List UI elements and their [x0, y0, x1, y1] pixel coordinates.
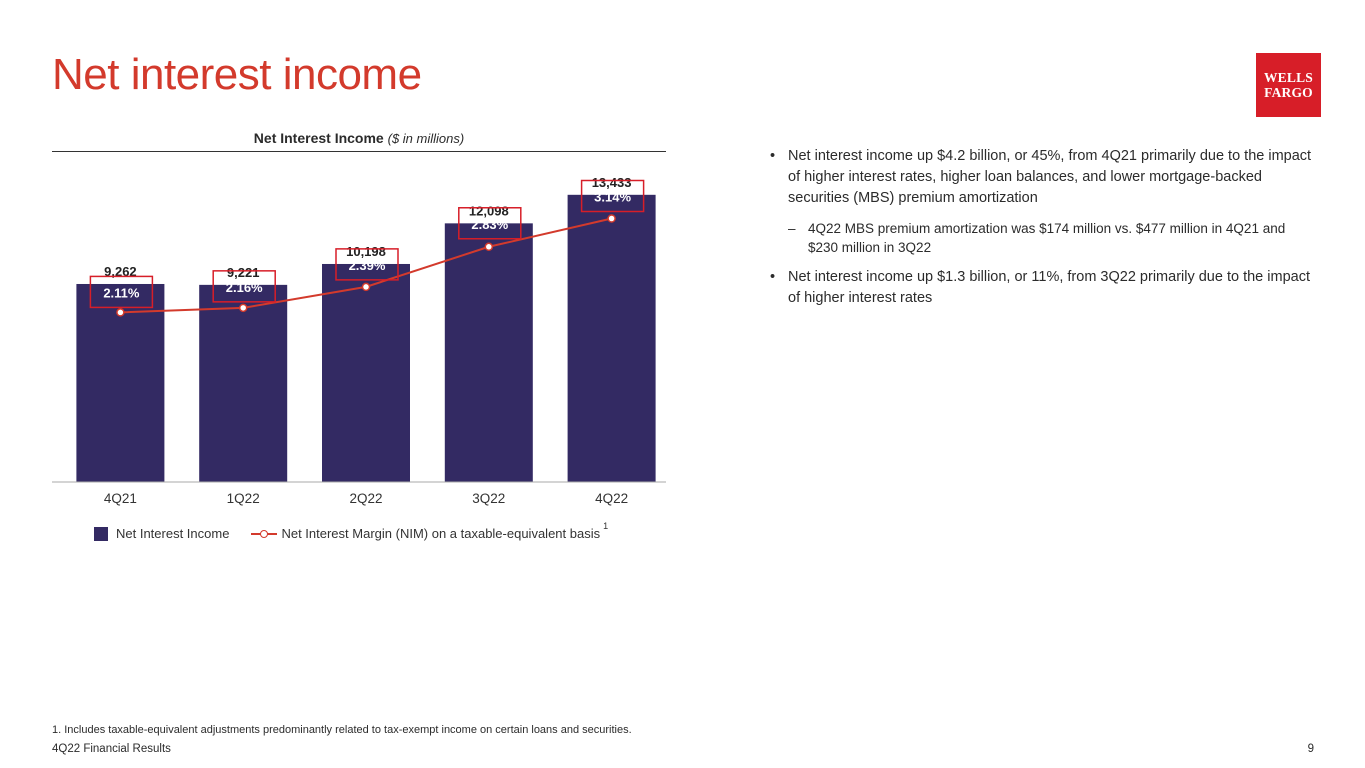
chart-unit: ($ in millions)	[387, 131, 465, 146]
bullet-marker: •	[770, 269, 776, 285]
chart-legend: Net Interest Income Net Interest Margin …	[94, 521, 608, 541]
bullet-item: • Net interest income up $4.2 billion, o…	[770, 146, 1315, 209]
bullet-item: • Net interest income up $1.3 billion, o…	[770, 267, 1315, 309]
nim-point-2Q22	[361, 282, 371, 292]
nim-value-label: 2.83%	[471, 217, 508, 232]
sub-bullet-item: – 4Q22 MBS premium amortization was $174…	[770, 219, 1315, 257]
bullet-marker: •	[770, 148, 776, 164]
legend-bar-label: Net Interest Income	[116, 526, 230, 541]
footer-report-name: 4Q22 Financial Results	[52, 743, 171, 755]
nim-point-4Q21	[116, 308, 125, 317]
chart-title: Net Interest Income	[253, 130, 384, 146]
legend-line-marker-icon	[251, 529, 278, 539]
x-tick-label: 3Q22	[472, 491, 505, 506]
commentary-bullets: • Net interest income up $4.2 billion, o…	[770, 146, 1315, 315]
logo-line-1: WELLS	[1263, 70, 1314, 85]
nim-value-label: 3.14%	[594, 190, 631, 205]
nim-point-1Q22	[238, 303, 248, 313]
nim-label-box	[458, 207, 522, 240]
bar-1Q22	[199, 284, 288, 482]
sub-bullet-text: 4Q22 MBS premium amortization was $174 m…	[808, 221, 1286, 255]
wells-fargo-logo: WELLS FARGO	[1256, 53, 1321, 117]
bar-value-label: 9,262	[104, 264, 137, 279]
bullet-text: Net interest income up $1.3 billion, or …	[788, 269, 1310, 306]
chart-header: Net Interest Income ($ in millions)	[52, 130, 666, 152]
nim-label-box	[335, 248, 399, 281]
x-tick-label: 1Q22	[227, 491, 260, 506]
x-tick-label: 4Q21	[104, 491, 137, 506]
bar-value-label: 9,221	[227, 265, 260, 280]
x-tick-label: 2Q22	[349, 491, 382, 506]
sub-bullet-marker: –	[788, 221, 796, 236]
x-tick-label: 4Q22	[595, 491, 628, 506]
bar-value-label: 10,198	[346, 244, 386, 259]
page-number: 9	[1307, 743, 1314, 755]
nim-label-box	[212, 270, 276, 303]
nim-value-label: 2.16%	[226, 280, 263, 295]
legend-bar-swatch	[94, 526, 108, 541]
bar-4Q21	[76, 283, 165, 482]
bar-2Q22	[322, 263, 410, 482]
bar-value-label: 13,433	[592, 175, 632, 190]
page-title: Net interest income	[52, 50, 422, 99]
bar-4Q22	[567, 194, 656, 483]
nim-point-3Q22	[484, 242, 494, 252]
nim-label-box	[580, 179, 645, 213]
bar-3Q22	[444, 223, 533, 483]
nim-value-label: 2.39%	[349, 258, 386, 273]
bullet-text: Net interest income up $4.2 billion, or …	[788, 148, 1312, 206]
logo-line-2: FARGO	[1264, 85, 1313, 100]
nim-label-box	[89, 275, 154, 309]
nim-value-label: 2.11%	[103, 285, 140, 300]
legend-line-label: Net Interest Margin (NIM) on a taxable-e…	[281, 526, 601, 541]
footnote: 1. Includes taxable-equivalent adjustmen…	[52, 724, 632, 736]
nim-point-4Q22	[607, 214, 616, 223]
legend-footnote-marker: 1	[603, 520, 609, 531]
